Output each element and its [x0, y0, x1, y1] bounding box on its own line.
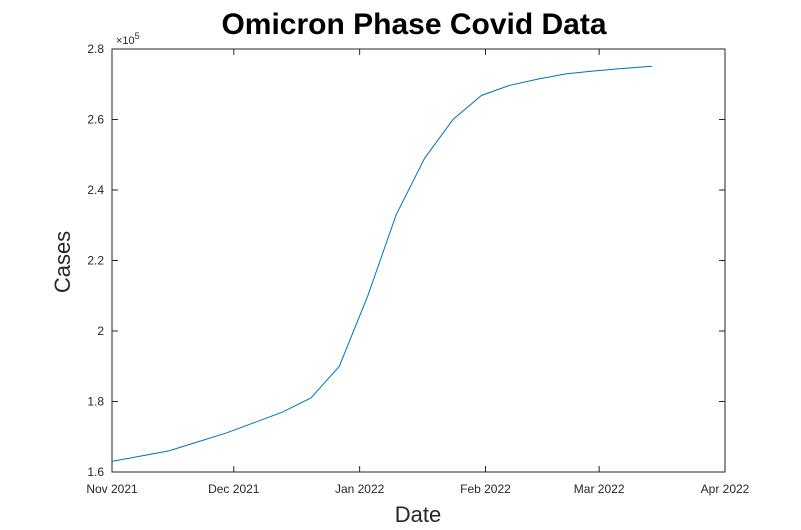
- y-exponent-label: ×105: [116, 31, 140, 47]
- y-exponent-base: ×10: [116, 35, 135, 47]
- x-axis-label: Date: [395, 502, 441, 527]
- x-tick-label: Jan 2022: [335, 482, 385, 496]
- y-axis-label: Cases: [50, 231, 75, 293]
- x-tick-label: Mar 2022: [574, 482, 625, 496]
- x-tick-label: Dec 2021: [208, 482, 260, 496]
- y-ticks: 1.6 1.8 2 2.2 2.4 2.6 2.8: [87, 42, 725, 479]
- y-tick-label: 1.6: [87, 465, 104, 479]
- x-tick-label: Apr 2022: [701, 482, 750, 496]
- axes-box: [111, 48, 726, 473]
- y-tick-label: 2.4: [87, 183, 104, 197]
- chart-title: Omicron Phase Covid Data: [221, 8, 606, 41]
- y-tick-label: 2: [97, 324, 104, 338]
- x-ticks: Nov 2021 Dec 2021 Jan 2022 Feb 2022 Mar 2022…: [86, 49, 750, 496]
- y-tick-label: 2.8: [87, 42, 104, 56]
- y-tick-label: 1.8: [87, 395, 104, 409]
- x-tick-label: Feb 2022: [460, 482, 511, 496]
- series-line-cases: [111, 65, 652, 462]
- y-tick-label: 2.2: [87, 254, 104, 268]
- plot-area: Nov 2021 Dec 2021 Jan 2022 Feb 2022 Mar 2022…: [86, 42, 749, 496]
- x-tick-label: Nov 2021: [86, 482, 138, 496]
- y-tick-label: 2.6: [87, 113, 104, 127]
- y-exponent-power: 5: [135, 31, 140, 41]
